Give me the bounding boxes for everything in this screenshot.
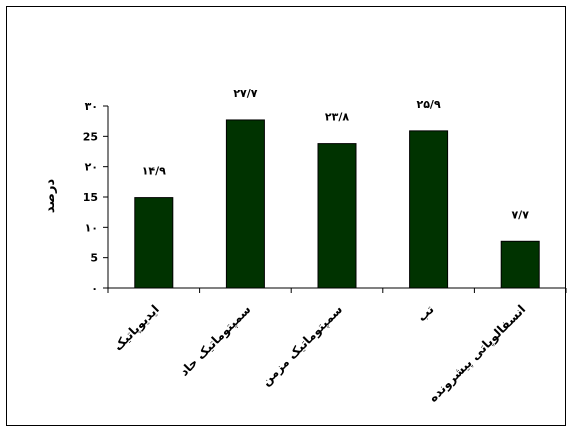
data-label: ۷/۷: [511, 208, 529, 221]
category-label: ایدیوپاتیک: [111, 302, 163, 354]
bar: [317, 143, 357, 289]
y-tick-label: ۲۰: [85, 161, 98, 174]
y-tick-label: 5: [90, 252, 98, 265]
data-labels: ۱۴/۹ ۲۷/۷ ۲۳/۸ ۲۵/۹ ۷/۷: [142, 87, 529, 221]
data-label: ۱۴/۹: [142, 165, 166, 178]
data-label: ۲۳/۸: [325, 111, 349, 124]
category-label: سمپتوماتیک مزمن: [259, 302, 346, 389]
data-label: ۲۷/۷: [233, 87, 257, 100]
bar: [134, 197, 174, 289]
axes: ۰ 5 ۱۰ 15 ۲۰ 25 ۳۰: [83, 100, 567, 295]
bar: [500, 240, 540, 289]
chart-frame: [6, 6, 566, 426]
data-label: ۲۵/۹: [417, 98, 441, 111]
y-tick-label: 25: [83, 130, 98, 143]
y-tick-label: 15: [83, 191, 98, 204]
bar: [409, 130, 449, 289]
category-label: سمپتوماتیک حاد: [177, 302, 254, 379]
bars: [134, 119, 540, 289]
bar: [225, 119, 265, 289]
y-tick-label: ۰: [91, 282, 98, 295]
category-label: تب: [415, 302, 437, 324]
category-label: انسفالوپاتی پیشرونده: [426, 302, 529, 405]
y-axis-label: درصد: [43, 179, 58, 214]
category-labels: ایدیوپاتیک سمپتوماتیک حاد سمپتوماتیک مزمن ت…: [111, 302, 529, 405]
y-tick-label: ۳۰: [85, 100, 98, 113]
y-tick-label: ۱۰: [85, 221, 98, 234]
